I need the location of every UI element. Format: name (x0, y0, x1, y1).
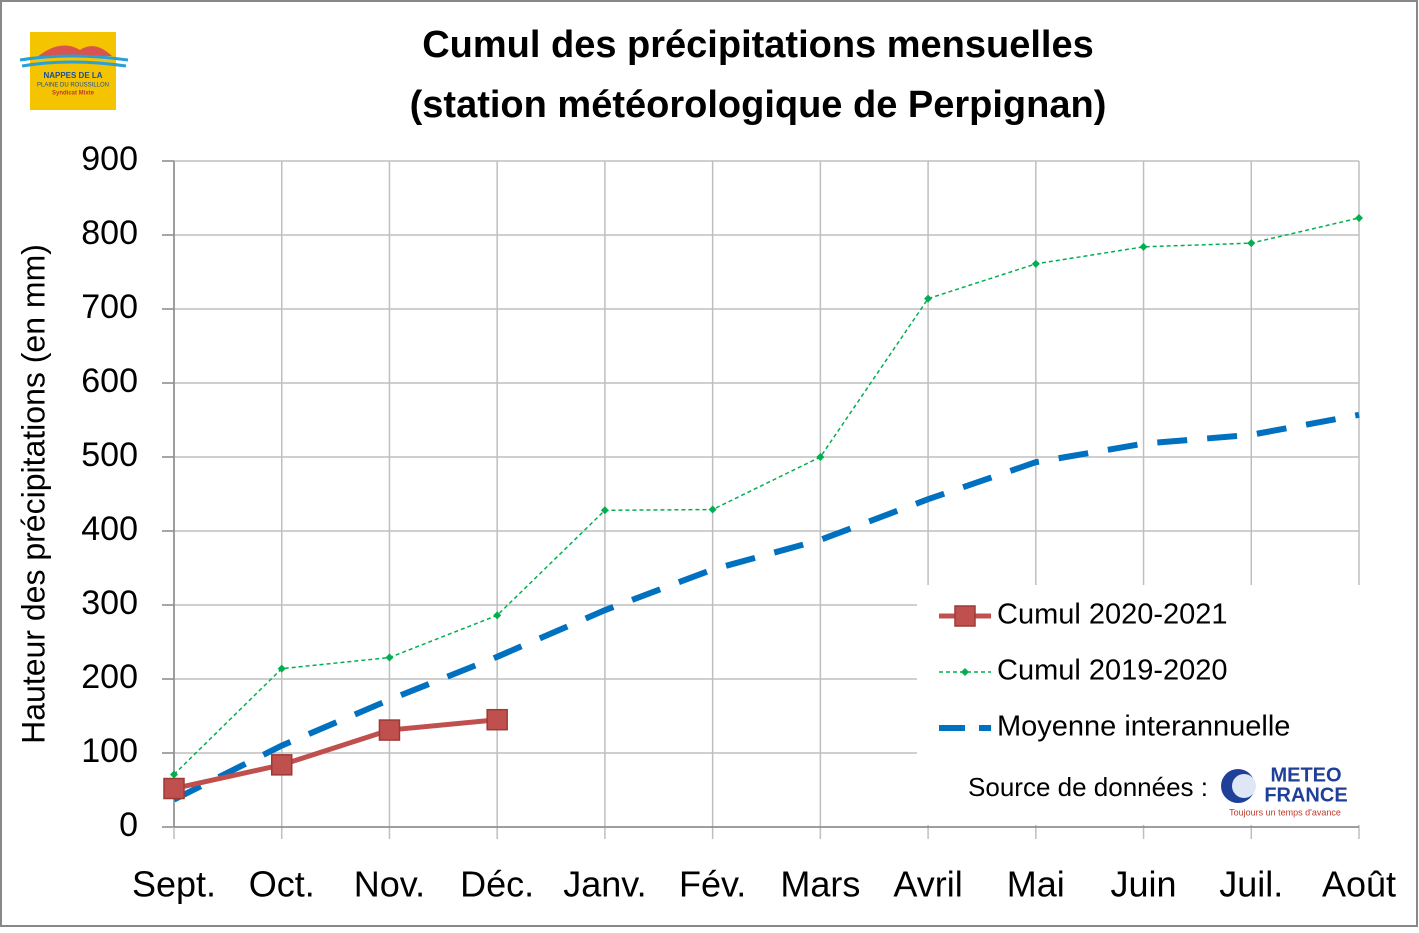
logo-text: Syndicat Mixte (52, 91, 95, 97)
x-tick-label: Janv. (563, 864, 646, 905)
marker (486, 708, 508, 731)
x-tick-label: Déc. (460, 864, 534, 905)
marker (1247, 239, 1256, 248)
x-tick-label: Juil. (1219, 864, 1283, 905)
series-line (173, 717, 498, 791)
logo-globe (1232, 774, 1256, 798)
chart-subtitle: (station météorologique de Perpignan) (410, 84, 1107, 126)
marker (1031, 259, 1040, 268)
legend-label: Moyenne interannuelle (997, 711, 1290, 743)
y-axis-label: Hauteur des précipitations (en mm) (15, 244, 51, 744)
y-tick-label: 500 (81, 436, 138, 474)
marker (270, 754, 293, 776)
marker (378, 719, 401, 741)
marker (277, 664, 286, 673)
logo-waves (19, 54, 129, 68)
syndicat-logo: NAPPES DE LA PLAINE DU ROUSSILLON Syndic… (19, 32, 129, 110)
y-tick-label: 400 (81, 510, 138, 548)
marker (816, 453, 825, 461)
legend: Cumul 2020-2021 Cumul 2019-2020 Moyenne in… (917, 585, 1360, 825)
legend-background (917, 585, 1360, 825)
marker (708, 505, 717, 514)
logo-mountains (36, 45, 112, 58)
x-tick-label: Août (1322, 864, 1396, 905)
chart-title: Cumul des précipitations mensuelles (422, 24, 1094, 66)
x-tick-label: Mars (780, 864, 860, 905)
x-tick-label: Sept. (132, 864, 216, 905)
marker (170, 770, 178, 779)
meteo-logo: METEO FRANCE Toujours un temps d'avance (1221, 764, 1348, 817)
logo-text: METEO (1270, 764, 1341, 786)
legend-label: Cumul 2019-2020 (997, 655, 1228, 687)
y-tick-label: 800 (81, 214, 138, 252)
series-line (172, 411, 1360, 803)
lines (163, 213, 1363, 803)
y-tick-label: 200 (81, 658, 138, 696)
series-line (173, 217, 1360, 775)
x-tick-label: Oct. (249, 864, 315, 905)
y-tick-label: 700 (81, 288, 138, 326)
y-tick-label: 300 (81, 584, 138, 622)
logo-text: Toujours un temps d'avance (1229, 807, 1341, 817)
marker (1355, 213, 1363, 222)
y-tick-label: 100 (81, 732, 138, 770)
x-tick-label: Fév. (679, 864, 746, 905)
marker (163, 777, 185, 800)
legend-label: Cumul 2020-2021 (997, 599, 1228, 631)
logo-text: NAPPES DE LA (43, 71, 102, 80)
marker (385, 653, 394, 662)
logo-text: FRANCE (1264, 784, 1347, 806)
marker (600, 506, 609, 515)
x-tick-label: Avril (893, 864, 962, 905)
logo-background (30, 32, 116, 110)
x-tick-label: Mai (1007, 864, 1065, 905)
marker (493, 611, 502, 620)
legend-marker (961, 668, 969, 676)
annotation: Source de données : (968, 772, 1208, 802)
marker (1139, 242, 1148, 251)
marker (924, 294, 933, 303)
legend-marker (954, 605, 976, 627)
logo-text: PLAINE DU ROUSSILLON (37, 83, 109, 89)
x-tick-label: Nov. (354, 864, 425, 905)
y-tick-label: 600 (81, 362, 138, 400)
x-tick-label: Juin (1111, 864, 1177, 905)
y-tick-label: 900 (81, 140, 138, 178)
y-tick-label: 0 (119, 806, 138, 844)
